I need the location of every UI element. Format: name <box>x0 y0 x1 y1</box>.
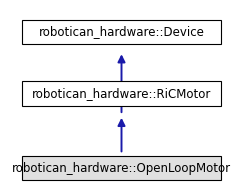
FancyBboxPatch shape <box>22 20 221 44</box>
Text: robotican_hardware::RiCMotor: robotican_hardware::RiCMotor <box>32 87 211 100</box>
Text: robotican_hardware::Device: robotican_hardware::Device <box>39 25 204 38</box>
FancyBboxPatch shape <box>22 156 221 180</box>
Text: robotican_hardware::OpenLoopMotor: robotican_hardware::OpenLoopMotor <box>12 162 231 175</box>
FancyBboxPatch shape <box>22 81 221 106</box>
